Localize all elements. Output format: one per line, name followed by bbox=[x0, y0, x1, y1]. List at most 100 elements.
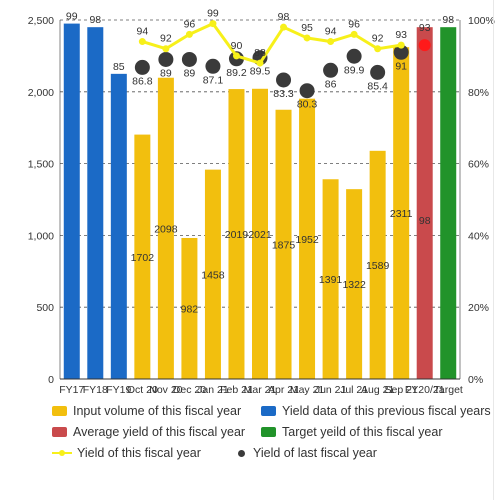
last-year-dot bbox=[205, 58, 221, 74]
line-value-label: 94 bbox=[137, 26, 149, 38]
x-tick-label: Jun 21 bbox=[315, 384, 347, 396]
yield-line-point bbox=[138, 38, 146, 46]
yield-line-point bbox=[280, 23, 288, 31]
last-year-dot bbox=[393, 44, 409, 60]
line-value-label: 92 bbox=[160, 33, 172, 45]
x-tick-label: FY20/21 bbox=[405, 384, 445, 396]
bar-value-label: 98 bbox=[89, 14, 101, 26]
bar-value-label: 98 bbox=[419, 215, 431, 227]
last-year-dot bbox=[181, 51, 197, 67]
bar-value-label: 1391 bbox=[319, 274, 343, 286]
dot-value-label: 89 bbox=[160, 67, 172, 79]
y-tick-label: 1,000 bbox=[28, 230, 54, 242]
y-tick-label: 2,500 bbox=[28, 15, 54, 27]
yield-line-point bbox=[209, 20, 217, 28]
x-tick-label: FY17 bbox=[59, 384, 84, 396]
bar-input bbox=[393, 47, 410, 379]
bar-value-label: 2019 bbox=[225, 229, 249, 241]
bar-value-label: 2021 bbox=[248, 229, 272, 241]
bar-input bbox=[369, 150, 386, 379]
panel-divider bbox=[493, 0, 494, 500]
last-year-dot bbox=[299, 83, 315, 99]
bar-value-label: 85 bbox=[113, 61, 125, 73]
bar-average bbox=[416, 27, 433, 380]
x-tick-label: Dec 20 bbox=[173, 384, 206, 396]
dot-value-label: 89.9 bbox=[344, 64, 365, 76]
bar-value-label: 2311 bbox=[390, 208, 413, 220]
bar-input bbox=[322, 179, 339, 379]
legend-item-average[interactable]: Average yield of this fiscal year bbox=[52, 425, 245, 439]
x-tick-label: Sep 21 bbox=[385, 384, 418, 396]
dot-value-label: 89.2 bbox=[226, 67, 247, 79]
y-tick-label: 500 bbox=[36, 302, 54, 314]
yield-line-point bbox=[397, 41, 405, 49]
last-year-dot bbox=[346, 48, 362, 64]
line-value-label: 96 bbox=[184, 18, 196, 30]
combo-chart: 0 500 1,000 1,500 2,000 2,500 0% 20% 40% 60% 80% 10… bbox=[28, 8, 495, 396]
legend-label-line: Yield of this fiscal year bbox=[77, 446, 201, 460]
last-year-dot bbox=[134, 59, 150, 75]
x-tick-label: Oct 20 bbox=[127, 384, 158, 396]
bar-value-label: 1875 bbox=[272, 239, 296, 251]
bar-target bbox=[440, 27, 457, 380]
bar-input bbox=[134, 134, 151, 379]
yield-line-point bbox=[374, 45, 382, 53]
legend-label-input: Input volume of this fiscal year bbox=[73, 404, 242, 418]
line-value-label: 92 bbox=[372, 33, 384, 45]
legend-item-input[interactable]: Input volume of this fiscal year bbox=[52, 404, 241, 418]
line-value-label: 95 bbox=[301, 22, 313, 34]
bar-value-label: 1702 bbox=[131, 252, 155, 264]
y2-tick-label: 20% bbox=[468, 302, 489, 314]
line-value-label: 90 bbox=[231, 40, 243, 52]
bar-previous bbox=[87, 27, 104, 380]
dot-value-label: 86.8 bbox=[132, 75, 153, 87]
y2-tick-label: 80% bbox=[468, 87, 489, 99]
line-value-label: 99 bbox=[207, 8, 219, 20]
y-tick-label: 1,500 bbox=[28, 159, 54, 171]
legend-item-dot[interactable]: Yield of last fiscal year bbox=[234, 446, 377, 460]
legend-swatch-line bbox=[52, 448, 72, 458]
x-tick-label: FY19 bbox=[106, 384, 131, 396]
legend-swatch-previous bbox=[261, 406, 276, 416]
y2-tick-label: 0% bbox=[468, 374, 483, 386]
bar-input bbox=[252, 88, 268, 380]
x-tick-label: Jan 21 bbox=[197, 384, 229, 396]
x-tick-label: May 21 bbox=[290, 384, 325, 396]
yield-line-point bbox=[162, 45, 170, 53]
average-last-year-dot bbox=[418, 39, 431, 52]
y-tick-label: 0 bbox=[48, 374, 54, 386]
legend-item-target[interactable]: Target yeild of this fiscal year bbox=[261, 425, 443, 439]
bar-input bbox=[157, 77, 174, 379]
bar-value-label: 982 bbox=[181, 303, 199, 315]
bar-value-label: 1589 bbox=[366, 260, 390, 272]
bar-value-label: 1952 bbox=[295, 234, 319, 246]
yield-line-point bbox=[350, 30, 358, 38]
yield-line bbox=[141, 21, 402, 65]
bar-value-label: 99 bbox=[66, 11, 78, 23]
legend-item-line[interactable]: Yield of this fiscal year bbox=[52, 446, 201, 460]
y2-tick-label: 60% bbox=[468, 159, 489, 171]
bar-value-label: 1322 bbox=[342, 279, 366, 291]
line-value-label: 93 bbox=[395, 29, 407, 41]
legend-label-target: Target yeild of this fiscal year bbox=[282, 425, 443, 439]
line-value-label: 94 bbox=[325, 26, 337, 38]
bar-value-label: 1458 bbox=[201, 269, 225, 281]
dot-value-label: 87.1 bbox=[203, 74, 224, 86]
legend-item-previous[interactable]: Yield data of this previous fiscal years bbox=[261, 404, 491, 418]
x-tick-label: Target bbox=[434, 384, 463, 396]
legend-swatch-target bbox=[261, 427, 276, 437]
dot-value-label: 89.5 bbox=[250, 66, 271, 78]
x-tick-label: Apr 21 bbox=[268, 384, 299, 396]
yield-line-point bbox=[327, 38, 335, 46]
legend-swatch-average bbox=[52, 427, 67, 437]
x-tick-label: Mar 21 bbox=[244, 384, 277, 396]
y2-tick-label: 100% bbox=[468, 15, 495, 27]
line-value-label: 96 bbox=[348, 18, 360, 30]
yield-line-point bbox=[303, 34, 311, 42]
bar-input bbox=[228, 89, 245, 380]
y2-tick-label: 40% bbox=[468, 230, 489, 242]
yield-line-point bbox=[185, 30, 193, 38]
last-year-dot bbox=[370, 64, 386, 80]
x-tick-label: Jul 21 bbox=[340, 384, 368, 396]
